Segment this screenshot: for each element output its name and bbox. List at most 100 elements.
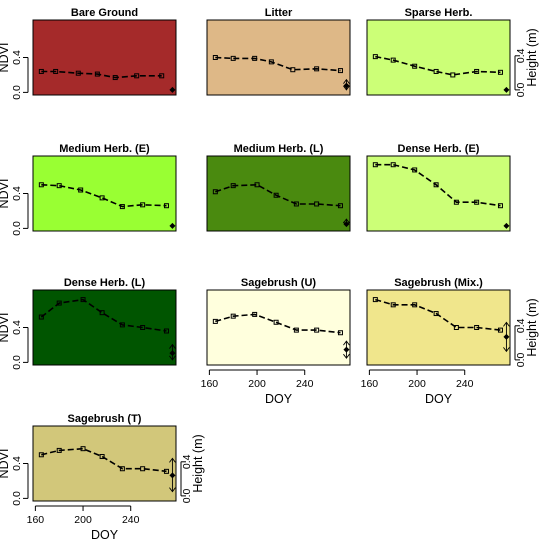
panel-2-ndvi-point	[252, 55, 258, 61]
panel-9-ndvi-point	[497, 327, 503, 333]
panel-2-title: Litter	[265, 7, 293, 19]
panel-5-ndvi-point	[254, 182, 260, 188]
panel-8-height-arrow-up	[343, 340, 350, 346]
panel-4-ndvi-point	[56, 183, 62, 189]
panel-4-height-marker	[169, 222, 176, 229]
panel-6-ndvi-line	[375, 163, 501, 207]
panel-8-ndvi-line	[215, 313, 341, 334]
panel-10-ndvi-tick-label: 0.0	[11, 491, 23, 506]
panel-7-ndvi-point	[80, 297, 86, 303]
panel-4-ndvi-axis-label: NDVI	[0, 179, 11, 209]
panel-4-ndvi-point	[119, 204, 125, 210]
panel-7-ndvi-point	[56, 300, 62, 306]
panel-1-ndvi-point	[38, 68, 44, 74]
panel-2-ndvi-point	[268, 59, 274, 65]
panel-10-height-arrow-up	[169, 457, 176, 463]
panel-4-ndvi-point	[99, 195, 105, 201]
panel-8-doy-tick-label: 240	[296, 378, 314, 390]
panel-9-ndvi-point	[412, 302, 418, 308]
panel-5-ndvi-point	[293, 201, 299, 207]
panel-10-ndvi-point	[56, 447, 62, 453]
panel-8-ndvi-point	[337, 330, 343, 336]
panel-8-ndvi-point	[273, 319, 279, 325]
panel-8-doy-tick-label: 200	[248, 378, 266, 390]
panel-7-ndvi-tick-label: 0.0	[11, 355, 23, 370]
panel-6-ndvi-point	[497, 203, 503, 209]
panel-6-ndvi-point	[433, 182, 439, 188]
panel-8-doy-tick-label: 160	[201, 378, 219, 390]
panel-10-ndvi-point	[119, 466, 125, 472]
panel-4-ndvi-tick-label: 0.0	[11, 221, 23, 236]
panel-2-height-arrow-up	[343, 78, 350, 84]
panel-5-ndvi-line	[215, 183, 341, 207]
panel-10-height-marker	[169, 472, 176, 479]
panel-3-ndvi-point	[372, 54, 378, 60]
panel-6-title: Dense Herb. (E)	[398, 143, 480, 155]
panel-10-doy-tick-label: 200	[74, 514, 92, 526]
panel-7-ndvi-line	[40, 298, 167, 332]
panel-1-ndvi-point	[94, 71, 100, 77]
panel-9-ndvi-point	[433, 311, 439, 317]
panel-10-doy-tick-label: 160	[27, 514, 45, 526]
panel-4-title: Medium Herb. (E)	[59, 143, 150, 155]
panel-1-plot-area	[32, 19, 177, 96]
panel-4-ndvi-tick-label: 0.4	[11, 186, 23, 201]
panel-2-ndvi-line	[215, 56, 341, 72]
panel-3-height-tick-label: 0.4	[515, 48, 527, 63]
panel-8-doy-axis-label: DOY	[265, 392, 293, 406]
panel-8-height-marker	[343, 346, 350, 353]
panel-9-height-marker	[503, 333, 510, 340]
panel-2-ndvi-point	[314, 66, 320, 72]
panel-8-plot-area	[206, 289, 351, 366]
panel-3-ndvi-point	[390, 57, 396, 63]
panel-10-ndvi-point	[80, 446, 86, 452]
panel-7-ndvi-point	[38, 314, 44, 320]
panel-6-plot-area	[366, 155, 511, 232]
panel-10-height-tick-label: 0.4	[181, 454, 193, 469]
panel-3-plot-area	[366, 19, 511, 96]
panel-2-ndvi-point	[212, 55, 218, 60]
panel-9-height-arrow-down	[503, 347, 510, 353]
panel-8-height-arrow-down	[343, 353, 350, 359]
panel-1-ndvi-point	[159, 73, 165, 79]
panel-10-height-tick-label: 0.0	[181, 488, 193, 503]
panel-3-ndvi-point	[497, 69, 503, 75]
panel-7-ndvi-tick-label: 0.4	[11, 320, 23, 335]
panel-5-title: Medium Herb. (L)	[234, 143, 324, 155]
panel-2-ndvi-point	[290, 67, 296, 73]
panel-9-ndvi-point	[372, 297, 378, 303]
panel-4-ndvi-point	[78, 187, 84, 193]
panel-6-ndvi-point	[372, 162, 378, 168]
panel-8-ndvi-point	[293, 327, 299, 333]
panel-9-height-axis-label: Height (m)	[525, 298, 539, 356]
panel-6-ndvi-point	[390, 162, 396, 168]
panel-3-title: Sparse Herb.	[405, 7, 473, 19]
panel-9-height-tick-label: 0.0	[515, 352, 527, 367]
panel-6-ndvi-point	[412, 167, 418, 173]
panel-3-ndvi-line	[375, 55, 501, 76]
panel-7-plot-area	[32, 289, 177, 366]
panel-9-doy-tick-label: 160	[361, 378, 379, 390]
panel-1-ndvi-tick-label: 0.0	[11, 85, 23, 100]
panel-10-ndvi-point	[163, 468, 169, 474]
panel-9-doy-tick-label: 240	[456, 378, 474, 390]
panel-1-ndvi-point	[134, 73, 140, 79]
panel-9-ndvi-point	[390, 302, 396, 308]
panel-7-height-arrow-down	[169, 355, 176, 361]
panel-9-plot-area	[366, 289, 511, 366]
panel-8-ndvi-point	[314, 327, 320, 333]
panel-5-ndvi-point	[337, 203, 343, 209]
panel-10-plot-area	[32, 425, 177, 502]
panel-10-ndvi-point	[38, 452, 44, 458]
panel-7-ndvi-point	[119, 322, 125, 328]
panel-5-ndvi-point	[273, 192, 279, 198]
panel-7-height-arrow-up	[169, 343, 176, 349]
panel-1-ndvi-point	[53, 68, 59, 74]
panel-7-ndvi-point	[140, 325, 146, 330]
panel-9-ndvi-point	[474, 325, 480, 330]
panel-7-ndvi-point	[99, 310, 105, 316]
panel-8-title: Sagebrush (U)	[241, 277, 317, 289]
panel-2-ndvi-point	[337, 68, 343, 74]
panel-10-height-arrow-down	[169, 487, 176, 493]
panel-9-title: Sagebrush (Mix.)	[394, 277, 483, 289]
